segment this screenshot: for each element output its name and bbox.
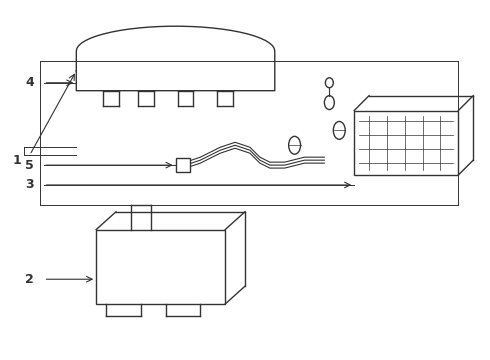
Text: 4: 4	[25, 76, 34, 89]
Ellipse shape	[324, 96, 334, 109]
Polygon shape	[76, 26, 275, 91]
Ellipse shape	[325, 78, 333, 88]
Text: 1: 1	[12, 154, 21, 167]
Text: 5: 5	[25, 159, 34, 172]
FancyBboxPatch shape	[354, 111, 458, 175]
Ellipse shape	[333, 121, 345, 139]
Bar	[175, 158, 191, 172]
Text: 2: 2	[25, 273, 34, 286]
Ellipse shape	[289, 136, 300, 154]
Text: 3: 3	[25, 179, 34, 192]
FancyBboxPatch shape	[96, 230, 225, 304]
